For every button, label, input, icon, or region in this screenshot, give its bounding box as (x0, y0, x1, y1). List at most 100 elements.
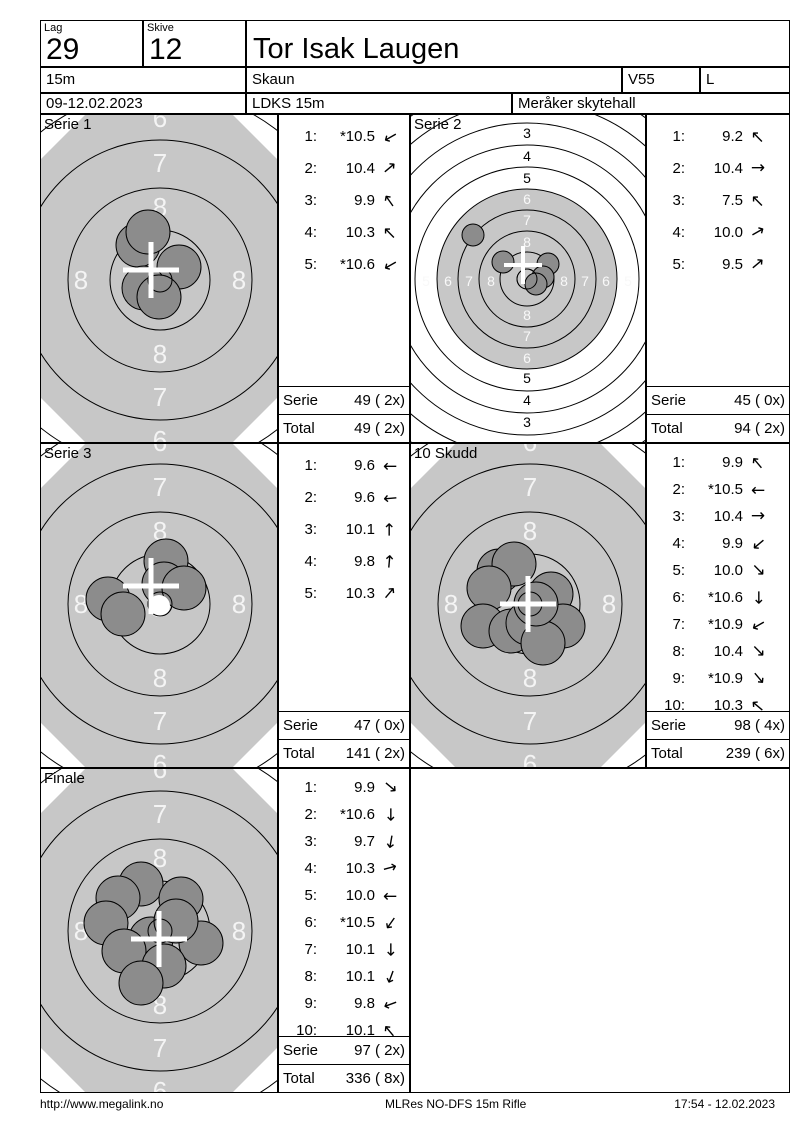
ring-number: 5 (523, 170, 531, 186)
empty-cell (410, 768, 790, 1093)
shot-value: *10.6 (339, 806, 375, 823)
shot-list: 1: *10.5 → 2: 10.4 → 3: 9.9 → 4: 10.3 → 5: *10.6 → (279, 115, 409, 386)
shot-row: 4: 10.3 → (279, 855, 409, 882)
shot-index: 4: (304, 860, 317, 877)
shot-index: 8: (304, 968, 317, 985)
lag-label: Lag (44, 22, 63, 34)
shot-row: 6: *10.5 → (279, 909, 409, 936)
shot-row: 4: 9.9 → (647, 530, 789, 557)
ring-number: 7 (581, 273, 589, 289)
serie-value: 98 ( 4x) (734, 717, 785, 734)
shooter-name: Tor Isak Laugen (253, 33, 460, 65)
inner-ten-ring (516, 268, 538, 290)
shot-list: 1: 9.2 → 2: 10.4 → 3: 7.5 → 4: 10.0 → 5: 9.5 → (647, 115, 789, 386)
shot-row: 5: 9.5 → (647, 248, 789, 280)
target-serie3: 8 7 6 8 7 6 8 8 Serie 3 (40, 443, 278, 768)
shot-index: 1: (304, 779, 317, 796)
shot-value: 10.1 (345, 941, 375, 958)
shot-index: 1: (304, 456, 317, 474)
ring-number: 8 (153, 843, 167, 873)
shot-row: 2: 9.6 → (279, 481, 409, 513)
shot-value: 7.5 (722, 191, 743, 209)
shot-index: 2: (304, 806, 317, 823)
club: Skaun (252, 71, 295, 89)
serie-sum-row: Serie 49 ( 2x) (279, 386, 409, 414)
ring-number: 6 (153, 115, 167, 133)
shot-direction-arrow-icon: → (378, 911, 403, 935)
shot-direction-arrow-icon: → (378, 552, 401, 569)
ring-circle (41, 790, 277, 1072)
ring-number: 5 (624, 273, 632, 289)
total-label: Total (651, 745, 683, 762)
serie-label: Serie (283, 1042, 319, 1059)
shot-value: *10.9 (707, 616, 743, 633)
shot-direction-arrow-icon: → (379, 832, 402, 851)
shot-index: 4: (672, 535, 685, 552)
class-main: V55 (628, 71, 655, 89)
shot-value: 9.9 (722, 454, 743, 471)
shot-index: 7: (304, 941, 317, 958)
ring-number: 7 (153, 382, 167, 412)
serie-value: 47 ( 0x) (354, 717, 405, 734)
shot-direction-arrow-icon: → (747, 612, 770, 638)
shot-value: *10.9 (707, 670, 743, 687)
shot-direction-arrow-icon: → (377, 1018, 402, 1036)
shot-index: 1: (672, 454, 685, 471)
ring-number: 7 (153, 1033, 167, 1063)
shot-value: *10.5 (707, 481, 743, 498)
footer-url[interactable]: http://www.megalink.no (40, 1097, 164, 1111)
shot-value: *10.5 (339, 914, 375, 931)
shot-row: 3: 9.9 → (279, 184, 409, 216)
scores-serie2: 1: 9.2 → 2: 10.4 → 3: 7.5 → 4: 10.0 → 5: 9.5 → Serie 4… (646, 114, 790, 443)
lag-value: 29 (46, 33, 80, 66)
total-label: Total (651, 420, 683, 437)
shot-direction-arrow-icon: → (377, 155, 402, 180)
ring-number: 6 (523, 749, 537, 767)
shot-index: 9: (672, 670, 685, 687)
shot-value: *10.6 (339, 255, 375, 273)
shot-row: 5: 10.0 → (279, 882, 409, 909)
shot-direction-arrow-icon: → (746, 219, 769, 244)
serie-sum-row: Serie 45 ( 0x) (647, 386, 789, 414)
shot-direction-arrow-icon: → (377, 580, 402, 605)
ring-number: 8 (153, 663, 167, 693)
ring-circle (436, 188, 618, 370)
total-sum-row: Total 94 ( 2x) (647, 414, 789, 442)
shot-direction-arrow-icon: → (746, 531, 771, 557)
ring-number: 8 (523, 307, 531, 323)
shot-row: 10: 10.3 → (647, 692, 789, 711)
shot-row: 9: *10.9 → (647, 665, 789, 692)
ring-number: 8 (232, 589, 246, 619)
ring-number: 8 (523, 516, 537, 546)
shot-index: 10: (664, 697, 685, 711)
shot-direction-arrow-icon: → (745, 450, 770, 475)
shot-direction-arrow-icon: → (377, 188, 402, 212)
shot-direction-arrow-icon: → (745, 188, 770, 213)
ring-number: 6 (153, 769, 167, 784)
shot-value: 10.1 (345, 1022, 375, 1036)
shot-index: 5: (304, 255, 317, 273)
shot-value: 9.9 (354, 191, 375, 209)
event-name: LDKS 15m (252, 94, 325, 112)
shot-value: 9.9 (354, 779, 375, 796)
serie-value: 49 ( 2x) (354, 392, 405, 409)
total-value: 49 ( 2x) (354, 420, 405, 437)
shot-value: 10.4 (713, 159, 743, 177)
shot-row: 1: 9.2 → (647, 120, 789, 152)
ring-number: 7 (523, 706, 537, 736)
ring-number: 8 (232, 916, 246, 946)
subclass-cell: L (700, 67, 790, 93)
shot-value: 10.4 (345, 159, 375, 177)
shot-direction-arrow-icon: → (382, 486, 399, 509)
shot-direction-arrow-icon: → (380, 992, 401, 1016)
ring-circle (411, 463, 645, 745)
shot-value: 9.9 (722, 535, 743, 552)
shot-index: 8: (672, 643, 685, 660)
shot-direction-arrow-icon: → (380, 942, 401, 957)
shot-value: 10.0 (713, 562, 743, 579)
lag-cell: Lag 29 (40, 20, 143, 67)
shot-value: 10.3 (345, 860, 375, 877)
